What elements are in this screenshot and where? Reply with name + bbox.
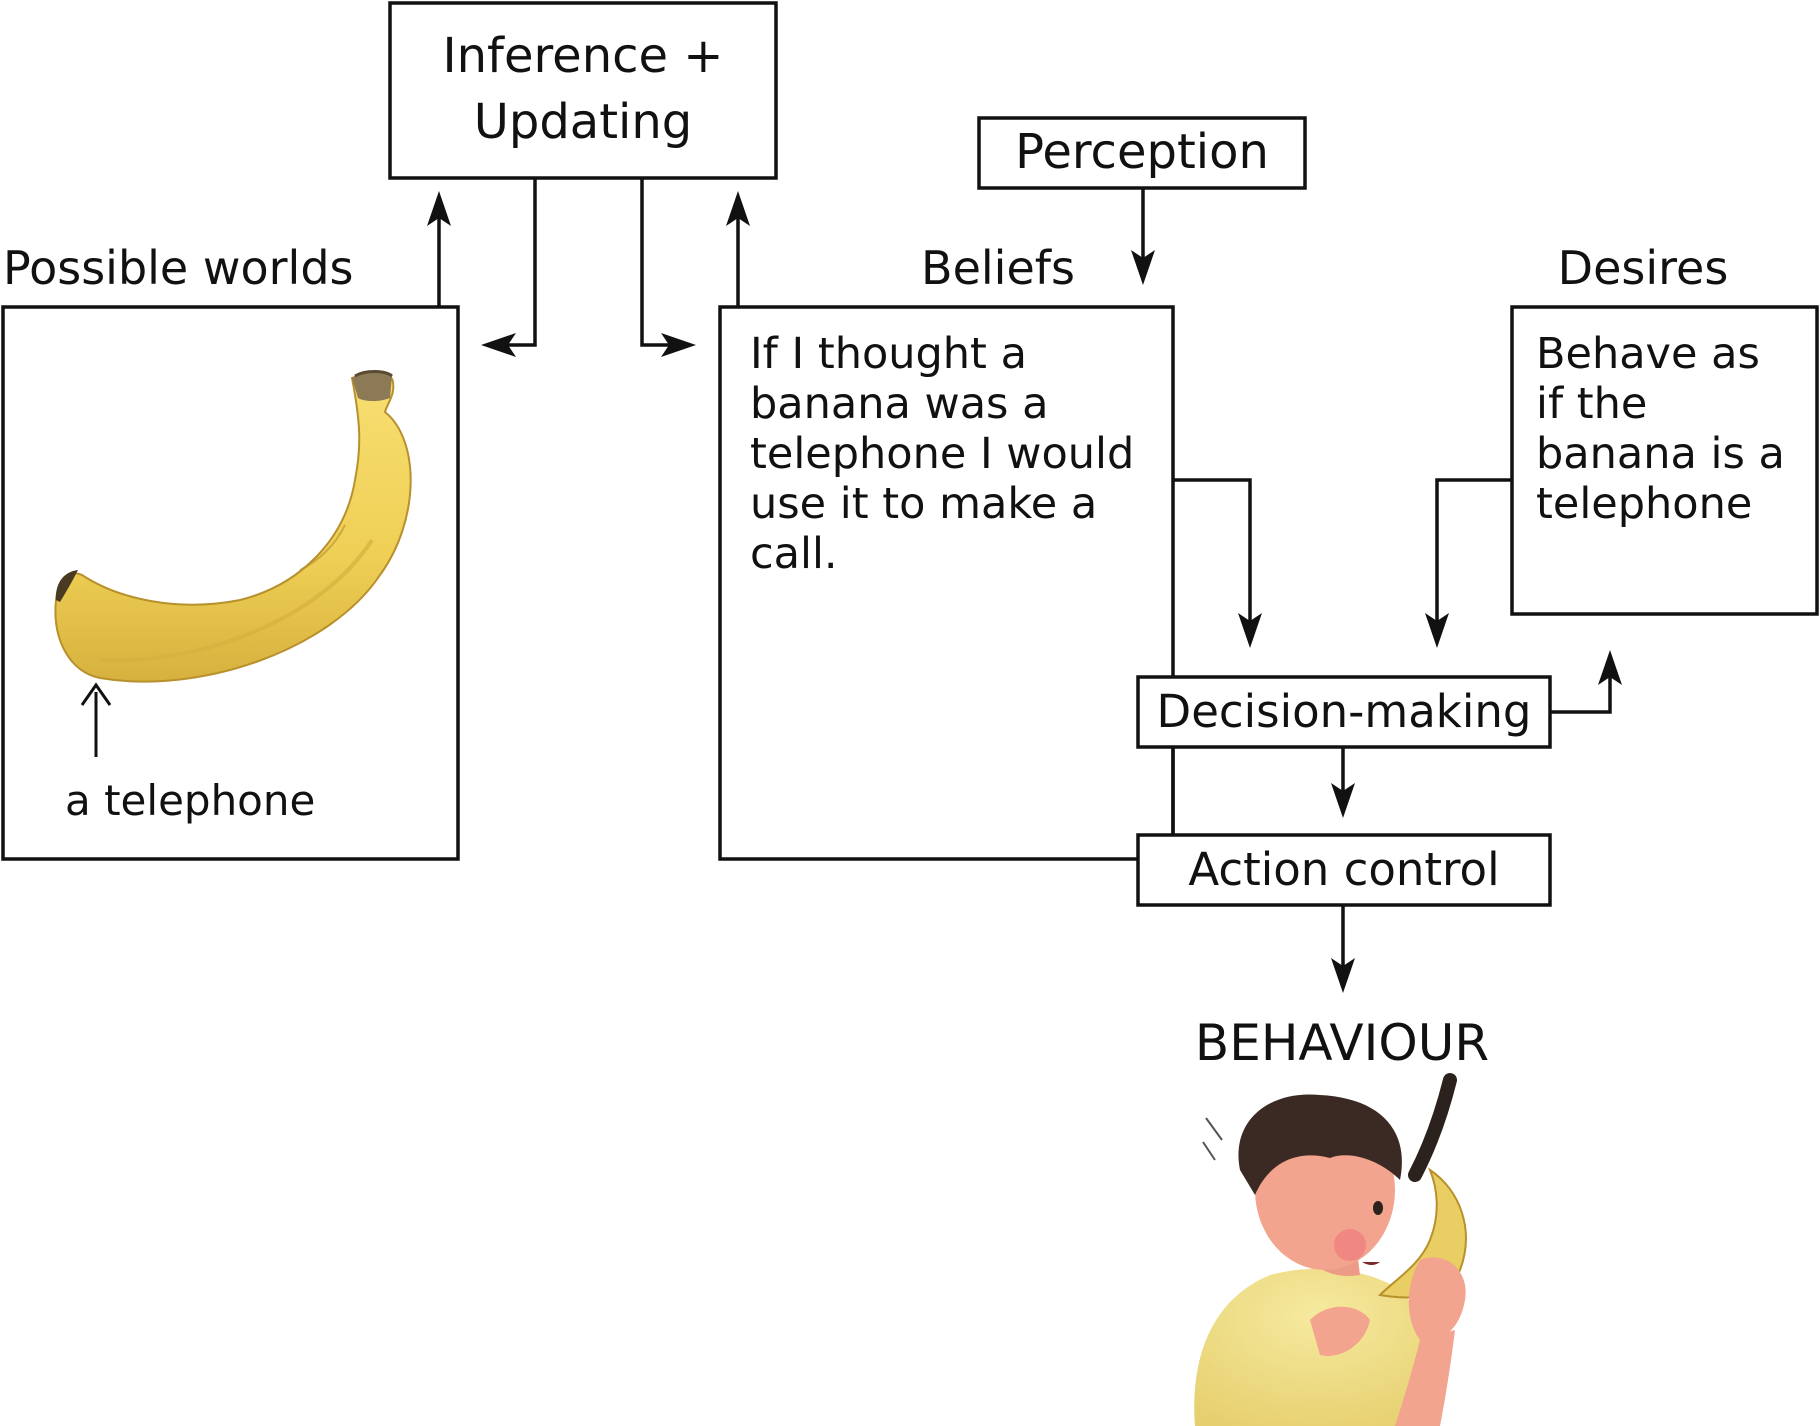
inference-label-line1: Inference +	[442, 28, 723, 84]
boy-with-banana-illustration	[1194, 1073, 1467, 1426]
desires-box	[1510, 305, 1819, 616]
beliefs-to-decision-line	[1173, 478, 1252, 625]
arrowhead-up-icon	[427, 191, 451, 226]
beliefs-text-line: use it to make a	[750, 479, 1097, 529]
decision-making-label: Decision-making	[1157, 685, 1532, 738]
beliefs-text-line: banana was a	[750, 379, 1048, 429]
arrowhead-down-icon	[1238, 613, 1262, 648]
desires-title: Desires	[1558, 241, 1729, 295]
banana-illustration	[54, 370, 412, 683]
decision-to-desires-line	[1550, 675, 1612, 714]
perception-box	[977, 116, 1307, 190]
arrowhead-down-icon	[1331, 958, 1355, 993]
arrowhead-up-icon	[1598, 650, 1622, 685]
beliefs-box	[718, 305, 1175, 861]
beliefs-text-line: call.	[750, 529, 838, 579]
arrowhead-down-icon	[1425, 613, 1449, 648]
behaviour-label: BEHAVIOUR	[1195, 1014, 1489, 1072]
inference-to-beliefs-line	[640, 178, 675, 347]
decision-making-box	[1136, 675, 1552, 749]
perception-label: Perception	[1015, 124, 1269, 180]
arrowhead-left-icon	[481, 333, 516, 357]
possible-worlds-title: Possible worlds	[3, 241, 353, 295]
desires-text-line: telephone	[1536, 479, 1752, 529]
arrowhead-down-icon	[1131, 250, 1155, 285]
inference-box	[388, 1, 778, 180]
arrowhead-down-icon	[1331, 783, 1355, 818]
desires-text-line: banana is a	[1536, 429, 1785, 479]
beliefs-text-line: telephone I would	[750, 429, 1134, 479]
inference-label-line2: Updating	[474, 94, 693, 150]
action-control-label: Action control	[1188, 843, 1499, 896]
arrowhead-right-icon	[661, 333, 696, 357]
telephone-caption: a telephone	[65, 776, 315, 825]
desires-to-decision-line	[1435, 478, 1512, 625]
desires-text-line: if the	[1536, 379, 1647, 429]
arrowhead-up-icon	[726, 191, 750, 226]
desires-text-line: Behave as	[1536, 329, 1760, 379]
beliefs-text-line: If I thought a	[750, 329, 1027, 379]
caption-pointer-arrowhead-icon	[80, 682, 112, 706]
inference-to-worlds-line	[502, 178, 537, 347]
beliefs-title: Beliefs	[921, 241, 1075, 295]
